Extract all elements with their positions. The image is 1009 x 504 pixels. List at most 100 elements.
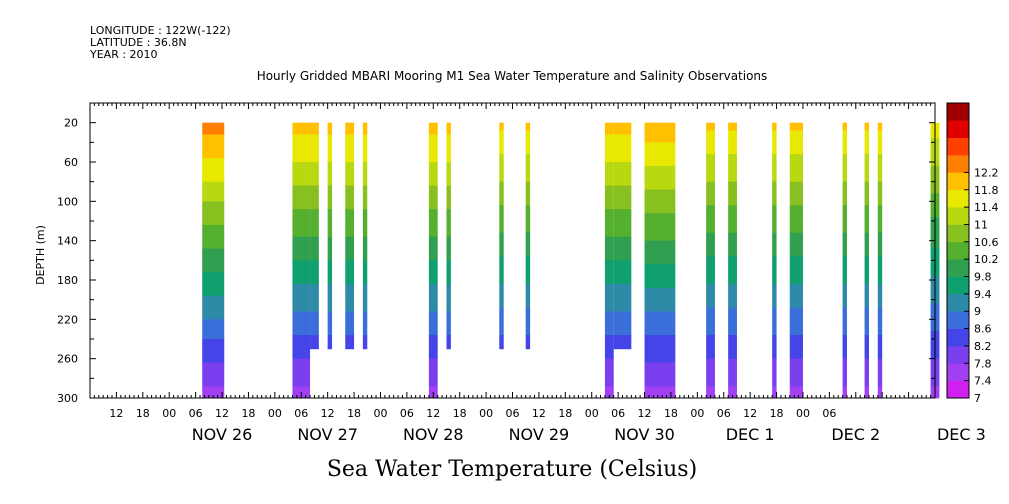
data-segment [877,122,883,399]
segment-cell [877,209,883,214]
segment-cell [345,126,355,131]
segment-cell [292,162,311,167]
segment-cell [428,276,438,281]
segment-cell [772,205,777,210]
segment-cell [877,358,883,363]
segment-cell [428,146,438,151]
segment-cell [446,228,451,234]
segment-cell [499,209,504,214]
segment-cell [327,327,333,332]
segment-cell [789,217,803,222]
segment-cell [499,272,504,277]
segment-cell [877,185,883,190]
x-hour-label: 12 [743,407,757,420]
segment-cell [864,181,869,186]
segment-cell [706,374,715,379]
segment-cell [706,287,715,293]
data-segment [362,122,368,350]
segment-cell [728,162,737,167]
segment-cell [345,256,355,261]
segment-cell [613,346,632,350]
segment-cell [362,272,368,277]
segment-cell [789,162,803,167]
segment-cell [202,390,225,395]
segment-cell [345,228,355,234]
segment-cell [864,331,869,336]
segment-cell [644,311,676,316]
segment-cell [327,224,333,230]
segment-cell [525,189,531,194]
segment-cell [613,331,632,336]
segment-cell [706,283,715,289]
segment-cell [362,319,368,324]
segment-cell [310,158,319,163]
segment-cell [706,169,715,175]
segment-cell [877,323,883,328]
segment-cell [728,244,737,249]
x-axis-title: Sea Water Temperature (Celsius) [327,457,697,482]
segment-cell [446,217,451,222]
segment-cell [428,169,438,175]
segment-cell [842,193,847,198]
segment-cell [202,213,225,218]
segment-cell [525,185,531,190]
segment-cell [772,346,777,352]
segment-cell [613,260,632,265]
segment-cell [292,213,311,218]
segment-cell [292,287,311,293]
segment-cell [864,256,869,261]
segment-cell [525,232,531,238]
segment-cell [428,197,438,202]
segment-cell [499,260,504,265]
segment-cell [864,303,869,308]
segment-cell [327,150,333,155]
segment-cell [772,236,777,242]
segment-cell [327,146,333,151]
x-hour-label: 06 [822,407,836,420]
segment-cell [789,287,803,293]
segment-cell [864,142,869,147]
segment-cell [525,315,531,320]
segment-cell [877,244,883,249]
segment-cell [345,177,355,183]
colorbar-swatch [947,259,969,277]
segment-cell [310,177,319,183]
segment-cell [525,335,531,340]
segment-cell [789,126,803,131]
segment-cell [706,224,715,230]
segment-cell [864,224,869,230]
segment-cell [362,181,368,186]
segment-cell [842,327,847,332]
segment-cell [446,158,451,163]
segment-cell [202,342,225,348]
segment-cell [202,272,225,277]
segment-cell [292,185,311,190]
x-hour-label: 00 [373,407,387,420]
segment-cell [877,173,883,179]
x-date-label: NOV 28 [403,425,464,444]
segment-cell [877,177,883,183]
segment-cell [842,283,847,289]
segment-cell [604,126,614,131]
data-segment [428,122,438,399]
segment-cell [202,240,225,245]
segment-cell [345,280,355,285]
colorbar-label: 7.8 [974,357,992,370]
segment-cell [728,256,737,261]
segment-cell [202,307,225,312]
segment-cell [613,311,632,316]
segment-cell [327,130,333,135]
colorbar-label: 10.6 [974,236,999,249]
segment-cell [345,232,355,238]
segment-cell [292,138,311,143]
segment-cell [202,287,225,293]
segment-cell [345,213,355,218]
segment-cell [327,283,333,289]
segment-cell [292,315,311,320]
segment-cell [310,342,319,348]
colorbar-label: 12.2 [974,166,999,179]
segment-cell [706,303,715,308]
segment-cell [842,276,847,281]
segment-cell [789,331,803,336]
segment-cell [728,201,737,206]
